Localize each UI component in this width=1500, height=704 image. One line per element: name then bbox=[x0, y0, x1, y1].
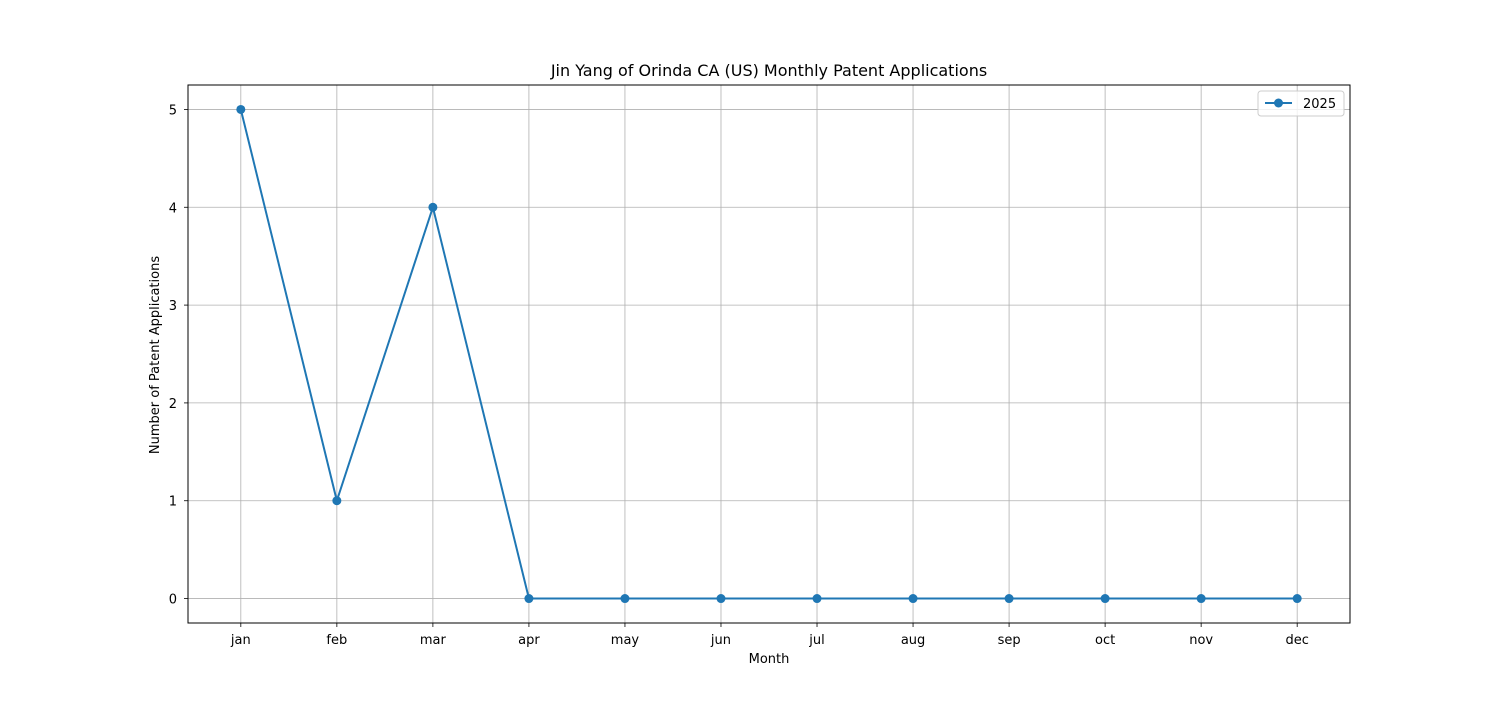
data-point-feb bbox=[332, 496, 341, 505]
y-tick-label-3: 3 bbox=[169, 299, 177, 314]
chart-title: Jin Yang of Orinda CA (US) Monthly Paten… bbox=[550, 61, 987, 80]
data-point-apr bbox=[524, 594, 533, 603]
legend-marker bbox=[1274, 99, 1283, 108]
data-point-jan bbox=[236, 105, 245, 114]
x-tick-label-jun: jun bbox=[710, 633, 731, 648]
y-axis: 0 1 2 3 4 5 bbox=[169, 103, 188, 607]
data-point-dec bbox=[1293, 594, 1302, 603]
x-tick-label-dec: dec bbox=[1285, 633, 1308, 648]
data-point-jun bbox=[716, 594, 725, 603]
series-line-2025 bbox=[241, 109, 1297, 598]
x-tick-label-sep: sep bbox=[998, 633, 1021, 648]
series-layer bbox=[236, 105, 1301, 603]
data-point-aug bbox=[909, 594, 918, 603]
x-tick-label-nov: nov bbox=[1189, 633, 1213, 648]
x-tick-label-feb: feb bbox=[326, 633, 347, 648]
x-tick-label-jul: jul bbox=[808, 633, 824, 648]
x-tick-label-aug: aug bbox=[901, 633, 925, 648]
y-tick-label-5: 5 bbox=[169, 103, 177, 118]
y-axis-label: Number of Patent Applications bbox=[148, 256, 163, 454]
legend: 2025 bbox=[1258, 91, 1344, 116]
y-tick-label-0: 0 bbox=[169, 593, 177, 608]
plot-frame bbox=[188, 85, 1350, 623]
data-point-may bbox=[620, 594, 629, 603]
x-tick-label-may: may bbox=[611, 633, 640, 648]
x-tick-label-apr: apr bbox=[518, 633, 540, 648]
x-tick-label-mar: mar bbox=[420, 633, 447, 648]
data-point-sep bbox=[1005, 594, 1014, 603]
data-point-nov bbox=[1197, 594, 1206, 603]
x-tick-label-jan: jan bbox=[230, 633, 251, 648]
y-tick-label-1: 1 bbox=[169, 495, 177, 510]
grid-layer bbox=[188, 85, 1350, 623]
x-axis: jan feb mar apr may jun jul aug sep oct nov dec bbox=[230, 623, 1309, 648]
data-point-jul bbox=[813, 594, 822, 603]
y-tick-label-2: 2 bbox=[169, 397, 177, 412]
data-point-mar bbox=[428, 203, 437, 212]
data-point-oct bbox=[1101, 594, 1110, 603]
x-tick-label-oct: oct bbox=[1095, 633, 1115, 648]
legend-label-2025: 2025 bbox=[1303, 97, 1336, 112]
y-tick-label-4: 4 bbox=[169, 201, 177, 216]
x-axis-label: Month bbox=[749, 652, 790, 667]
